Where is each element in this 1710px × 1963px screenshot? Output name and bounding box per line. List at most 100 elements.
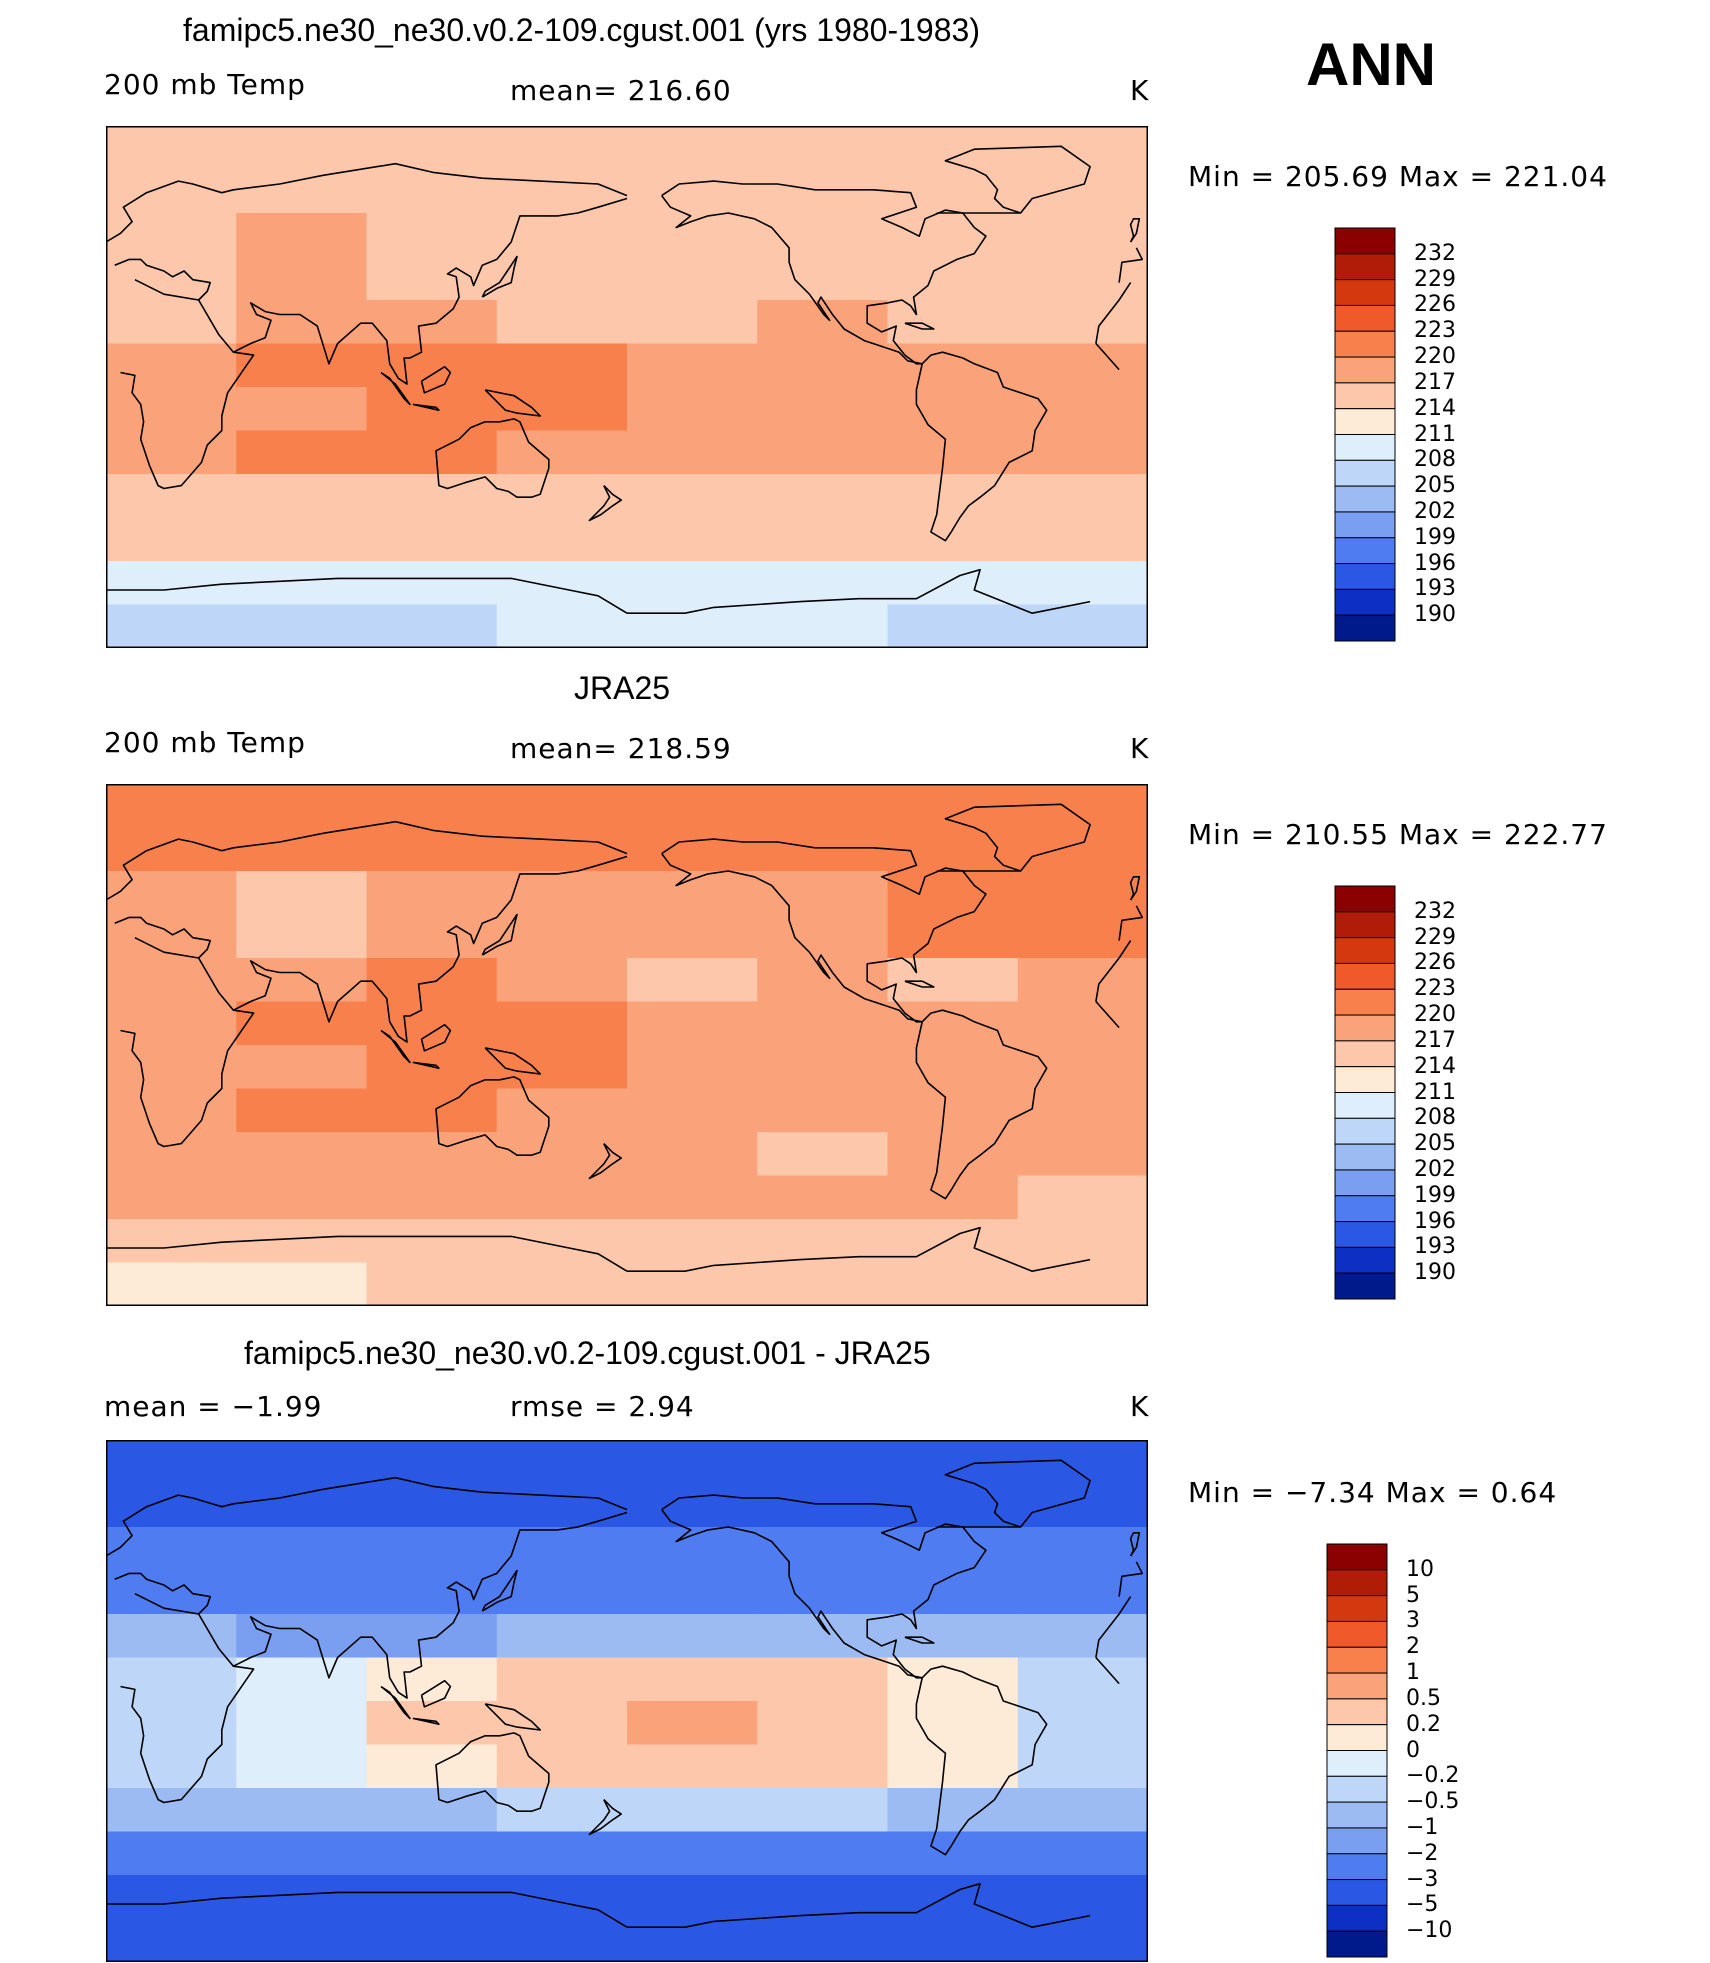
field-cell (887, 343, 1019, 388)
field-cell (106, 1001, 237, 1046)
field-cell (1017, 1875, 1148, 1919)
colorbar-swatch (1326, 1750, 1388, 1777)
coastline (106, 1235, 628, 1272)
colorbar-tick-label: 199 (1414, 1182, 1456, 1208)
field-cell (627, 1175, 758, 1220)
field-cell (236, 343, 367, 388)
field-cell (366, 474, 498, 518)
coastlines (106, 145, 1143, 615)
field-cell (236, 1527, 367, 1615)
coastline (420, 1023, 452, 1052)
field-cell (366, 517, 498, 562)
field-cell (236, 126, 367, 214)
colorbar-tick-label: 214 (1414, 1053, 1456, 1079)
field-cell (1017, 430, 1148, 475)
field-cell (366, 1744, 498, 1789)
field-cell (496, 1744, 628, 1789)
coastlines (106, 803, 1143, 1273)
field-cell (887, 1219, 1019, 1263)
field-cell (106, 1657, 237, 1702)
colorbar-tick-label: 202 (1414, 1156, 1456, 1182)
coastline (120, 278, 255, 490)
field-cell (236, 430, 367, 475)
field-cell (627, 1744, 758, 1789)
field-cell (757, 1614, 888, 1658)
field-cell (366, 784, 498, 872)
field-cell (1017, 517, 1148, 562)
colorbar-swatch (1334, 937, 1396, 964)
coastlines (106, 1459, 1143, 1929)
field-cell (757, 1262, 888, 1306)
map-svg (106, 126, 1148, 648)
field-cell (236, 1088, 367, 1133)
coastline (412, 1717, 440, 1726)
field-cell (1017, 1788, 1148, 1832)
field-cell (496, 213, 628, 301)
colorbar-swatch (1334, 434, 1396, 461)
field-cell (496, 1875, 628, 1919)
field-cell (366, 1440, 498, 1528)
field-cell (757, 126, 888, 214)
field-cell (496, 1219, 628, 1263)
colorbar-swatch (1334, 1066, 1396, 1093)
field-cell (1017, 300, 1148, 344)
field-cell (757, 517, 888, 562)
coastline (106, 1891, 628, 1928)
field-cell (366, 1262, 498, 1306)
field-cell (236, 1831, 367, 1876)
field-cell (1017, 1527, 1148, 1615)
field-cell (106, 1918, 237, 1962)
coastline (120, 936, 255, 1148)
field-cell (757, 784, 888, 872)
field-cell (366, 1875, 498, 1919)
field-cell (236, 474, 367, 518)
field-cell (106, 1875, 237, 1919)
field-cell (887, 1262, 1019, 1306)
field-cell (496, 1527, 628, 1615)
coastline (588, 1143, 623, 1180)
field-cell (366, 1788, 498, 1832)
field-cell (627, 1875, 758, 1919)
field-cell (1017, 1744, 1148, 1789)
panel-1-minmax: Min = 205.69 Max = 221.04 (1188, 160, 1608, 193)
colorbar-swatch (1334, 279, 1396, 306)
field-cell (1017, 1001, 1148, 1046)
field-cell (1017, 561, 1148, 605)
field-cell (1017, 1262, 1148, 1306)
field-cell (106, 784, 237, 872)
coastline (661, 1494, 987, 1679)
field-cell (757, 1831, 888, 1876)
coastline (481, 1569, 518, 1612)
field-cell (496, 784, 628, 872)
field-cell (887, 517, 1019, 562)
field-cell (1017, 784, 1148, 872)
panel-1-units: K (1130, 74, 1150, 107)
panel-2-colorbar: 232 229 226 223 220 217 214 211 208 205 202 199 196 1… (1334, 885, 1494, 1300)
field-cell (1017, 1831, 1148, 1876)
coastline (420, 365, 452, 394)
field-cell (496, 958, 628, 1002)
colorbar-tick-label: 208 (1414, 1105, 1456, 1131)
colorbar-tick-label: 202 (1414, 498, 1456, 524)
coastline (233, 855, 628, 1043)
colorbar-tick-label: −1 (1406, 1814, 1439, 1840)
field-cell (887, 1045, 1019, 1089)
field-cell (106, 474, 237, 518)
colorbar-swatch (1326, 1595, 1388, 1622)
field-cell (236, 1788, 367, 1832)
colorbar-swatch (1334, 1169, 1396, 1197)
map-svg (106, 1440, 1148, 1962)
field-cell (496, 300, 628, 344)
coastline (106, 162, 628, 243)
field-cell (496, 1175, 628, 1220)
colorbar-swatch (1334, 1221, 1396, 1248)
field-cell (757, 871, 888, 959)
field-cell (236, 1175, 367, 1220)
field-cell (1017, 871, 1148, 959)
field-cell (366, 958, 498, 1002)
coastline (915, 1009, 1048, 1200)
colorbar-tick-label: 211 (1414, 1079, 1456, 1105)
field-cell (106, 430, 237, 475)
colorbar-swatch (1326, 1879, 1388, 1906)
colorbar-tick-label: −0.5 (1406, 1789, 1460, 1815)
